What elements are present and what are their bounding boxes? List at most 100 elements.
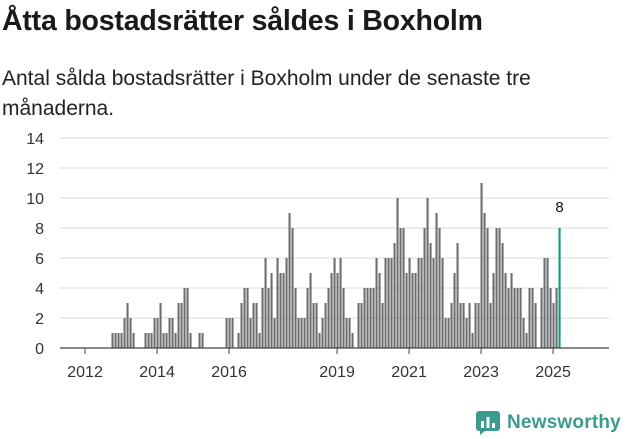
bar [315, 303, 318, 348]
bar [111, 333, 114, 348]
bar [273, 318, 276, 348]
bar [345, 318, 348, 348]
bar [498, 228, 501, 348]
bar [150, 333, 153, 348]
bar [300, 318, 303, 348]
bar [366, 288, 369, 348]
bar [369, 288, 372, 348]
bar [387, 258, 390, 348]
bar [279, 273, 282, 348]
bar [267, 288, 270, 348]
bar [177, 303, 180, 348]
bar [156, 318, 159, 348]
bar [309, 273, 312, 348]
bar [303, 318, 306, 348]
bar [171, 318, 174, 348]
axes: 0 2 4 6 8 10 12 14 2012 2014 2016 2019 2021 2023 2025 [26, 131, 609, 381]
bar [489, 303, 492, 348]
bar [180, 303, 183, 348]
bar [225, 318, 228, 348]
bar [429, 243, 432, 348]
bar [114, 333, 117, 348]
newsworthy-logo-icon [476, 411, 500, 435]
bar [393, 243, 396, 348]
bar [126, 303, 129, 348]
bar-series: 8 [111, 183, 564, 348]
bar [390, 258, 393, 348]
bar [249, 318, 252, 348]
bar [339, 258, 342, 348]
y-tick-label: 10 [26, 191, 44, 208]
bar [531, 288, 534, 348]
bar [306, 288, 309, 348]
bar [519, 288, 522, 348]
x-tick-label: 2023 [463, 364, 499, 381]
bar [480, 183, 483, 348]
bar [549, 288, 552, 348]
bar [543, 258, 546, 348]
bar [417, 258, 420, 348]
newsworthy-brand: Newsworthy [476, 408, 621, 438]
bar [258, 333, 261, 348]
bar [123, 318, 126, 348]
bar [243, 288, 246, 348]
bar [129, 318, 132, 348]
bar [405, 273, 408, 348]
bar [270, 273, 273, 348]
latest-value-label: 8 [555, 199, 563, 216]
x-tick-label: 2021 [391, 364, 427, 381]
bar [510, 273, 513, 348]
bar [534, 303, 537, 348]
bar-latest-month [558, 228, 561, 348]
bar [246, 288, 249, 348]
x-tick-label: 2014 [139, 364, 175, 381]
bar [183, 288, 186, 348]
bar [294, 288, 297, 348]
bar [318, 333, 321, 348]
y-tick-label: 2 [35, 311, 44, 328]
bar [516, 288, 519, 348]
bar [528, 288, 531, 348]
bar [348, 318, 351, 348]
bar [255, 303, 258, 348]
bar [357, 303, 360, 348]
brand-name: Newsworthy [507, 412, 621, 433]
bar [546, 258, 549, 348]
x-tick-label: 2025 [535, 364, 571, 381]
y-tick-label: 14 [26, 131, 44, 148]
bar [513, 288, 516, 348]
bar [408, 258, 411, 348]
bar [153, 318, 156, 348]
bar [471, 333, 474, 348]
bar [459, 303, 462, 348]
x-tick-label: 2019 [319, 364, 355, 381]
bar [507, 288, 510, 348]
bar [375, 258, 378, 348]
bar [456, 243, 459, 348]
bar [447, 318, 450, 348]
bar [201, 333, 204, 348]
bar [522, 318, 525, 348]
bar [336, 273, 339, 348]
y-tick-label: 0 [35, 341, 44, 358]
bar [495, 228, 498, 348]
chart-title: Åtta bostadsrätter såldes i Boxholm [2, 5, 483, 37]
bar [411, 273, 414, 348]
bar [462, 303, 465, 348]
bar [378, 273, 381, 348]
y-tick-label: 4 [35, 281, 44, 298]
bar [198, 333, 201, 348]
bar [540, 288, 543, 348]
bar [441, 258, 444, 348]
bar [426, 198, 429, 348]
bar [186, 288, 189, 348]
bar [453, 273, 456, 348]
bar [492, 273, 495, 348]
bar [288, 213, 291, 348]
bar [144, 333, 147, 348]
x-tick-label: 2016 [211, 364, 247, 381]
bar [399, 228, 402, 348]
bar [423, 228, 426, 348]
bar [363, 288, 366, 348]
